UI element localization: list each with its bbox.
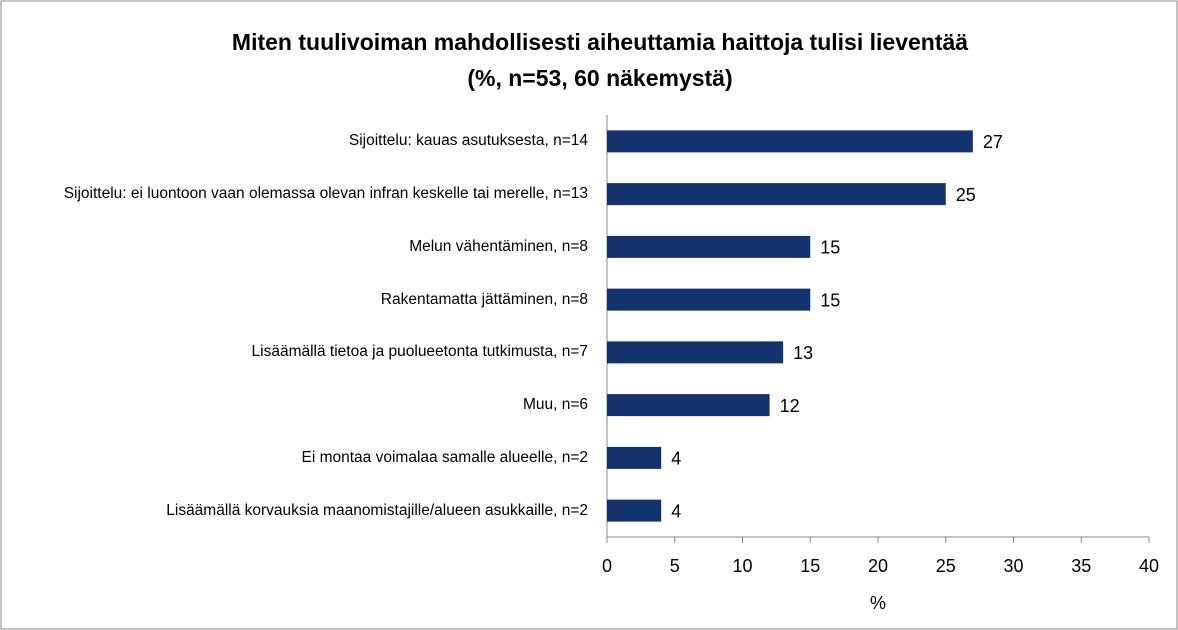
x-tick-label: 10	[732, 556, 752, 576]
value-label: 27	[983, 132, 1003, 152]
x-tick-label: 0	[602, 556, 612, 576]
y-tick-label: Lisäämällä tietoa ja puolueetonta tutkim…	[251, 343, 588, 361]
bar	[607, 130, 973, 153]
x-tick-label: 40	[1139, 556, 1159, 576]
x-tick-label: 25	[936, 556, 956, 576]
y-tick-label: Lisäämällä korvauksia maanomistajille/al…	[166, 501, 588, 519]
y-tick-label: Ei montaa voimalaa samalle alueelle, n=2	[301, 448, 589, 466]
bar	[607, 499, 662, 522]
x-axis-title: %	[870, 593, 886, 613]
bar	[607, 183, 946, 206]
value-label: 15	[820, 290, 840, 310]
value-label: 13	[793, 343, 813, 363]
x-tick-label: 35	[1071, 556, 1091, 576]
y-tick-label: Sijoittelu: kauas asutuksesta, n=14	[348, 132, 588, 150]
x-tick-label: 5	[670, 556, 680, 576]
value-label: 4	[671, 449, 681, 469]
bar	[607, 235, 811, 258]
x-tick-label: 15	[800, 556, 820, 576]
bar	[607, 288, 811, 311]
chart-title: (%, n=53, 60 näkemystä)	[467, 65, 732, 91]
y-tick-label: Muu, n=6	[522, 396, 588, 414]
value-label: 4	[671, 501, 681, 521]
value-label: 15	[820, 238, 840, 258]
x-tick-label: 30	[1003, 556, 1023, 576]
y-tick-label: Rakentamatta jättäminen, n=8	[380, 290, 588, 308]
bar	[607, 394, 770, 417]
x-tick-label: 20	[868, 556, 888, 576]
chart-title: Miten tuulivoiman mahdollisesti aiheutta…	[232, 29, 968, 55]
y-tick-label: Sijoittelu: ei luontoon vaan olemassa ol…	[63, 185, 588, 203]
y-tick-label: Melun vähentäminen, n=8	[409, 237, 588, 255]
bar	[607, 341, 784, 364]
value-label: 12	[780, 396, 800, 416]
value-label: 25	[956, 185, 976, 205]
bar	[607, 446, 662, 469]
